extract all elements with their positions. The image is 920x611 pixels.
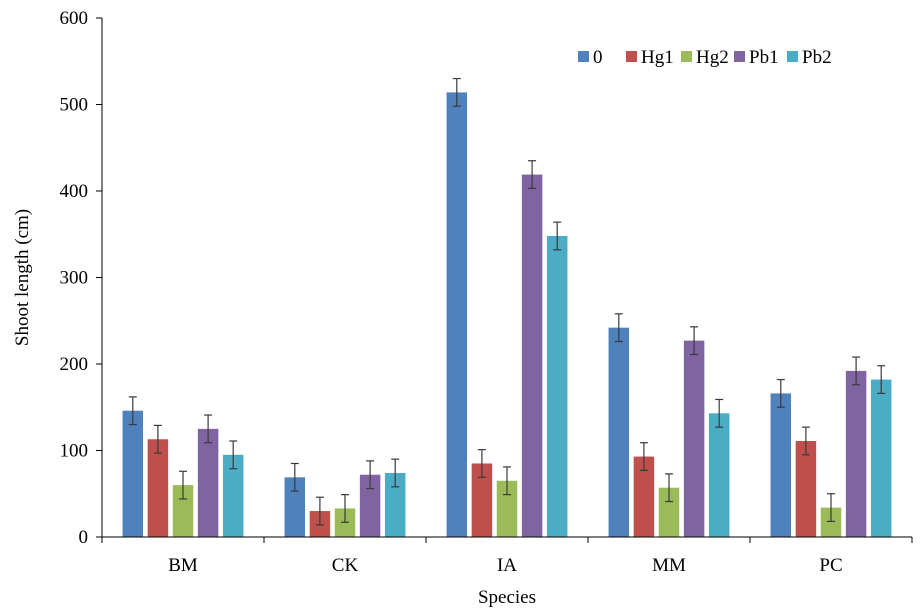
bar	[222, 454, 244, 537]
category-label: CK	[332, 555, 359, 576]
bar	[521, 174, 543, 537]
legend-swatch	[681, 51, 692, 62]
bar	[608, 327, 630, 537]
bar	[359, 474, 381, 537]
y-tick-label: 400	[60, 181, 89, 202]
bar	[633, 456, 655, 537]
bars	[122, 92, 892, 538]
legend-item: Pb1	[734, 47, 779, 68]
bar	[197, 428, 219, 537]
legend-label: 0	[593, 47, 603, 68]
bar	[770, 393, 792, 537]
x-axis-title: Species	[478, 587, 536, 608]
category-label: MM	[652, 555, 686, 576]
y-tick-label: 0	[79, 527, 89, 548]
legend-label: Pb2	[802, 47, 832, 68]
y-tick-label: 100	[60, 441, 89, 462]
bar	[122, 410, 144, 537]
legend-swatch	[787, 51, 798, 62]
category-label: IA	[497, 555, 517, 576]
category-label: BM	[168, 555, 198, 576]
legend-item: Hg1	[626, 47, 674, 68]
y-tick-label: 600	[60, 8, 89, 29]
bar	[446, 92, 468, 537]
legend-swatch	[578, 51, 589, 62]
legend-swatch	[626, 51, 637, 62]
y-axis-ticks: 0 100 200 300 400 500 600	[60, 8, 102, 548]
y-tick-label: 500	[60, 95, 89, 116]
bar	[496, 480, 518, 537]
y-tick-label: 200	[60, 354, 89, 375]
legend-item: Pb2	[787, 47, 832, 68]
bar	[870, 379, 892, 537]
legend-item: Hg2	[681, 47, 729, 68]
bar	[284, 477, 306, 537]
bar	[546, 235, 568, 538]
legend-swatch	[734, 51, 745, 62]
y-tick-label: 300	[60, 268, 89, 289]
bar	[384, 472, 406, 537]
x-axis-ticks	[101, 537, 913, 543]
bar	[471, 463, 493, 537]
bar	[845, 370, 867, 537]
error-bars	[128, 77, 886, 526]
legend: 0 Hg1 Hg2 Pb1 Pb2	[578, 47, 832, 68]
bar	[708, 413, 730, 537]
legend-label: Hg1	[641, 47, 674, 68]
bar	[820, 507, 842, 537]
bar	[147, 439, 169, 537]
category-label: PC	[819, 555, 842, 576]
bar	[795, 440, 817, 537]
y-axis-title: Shoot length (cm)	[12, 209, 33, 346]
legend-label: Pb1	[749, 47, 779, 68]
bar	[172, 485, 194, 537]
bar	[658, 487, 680, 537]
legend-label: Hg2	[696, 47, 729, 68]
legend-item: 0	[578, 47, 603, 68]
x-axis-category-labels: BM CK IA MM PC	[168, 555, 842, 576]
bar	[683, 340, 705, 537]
